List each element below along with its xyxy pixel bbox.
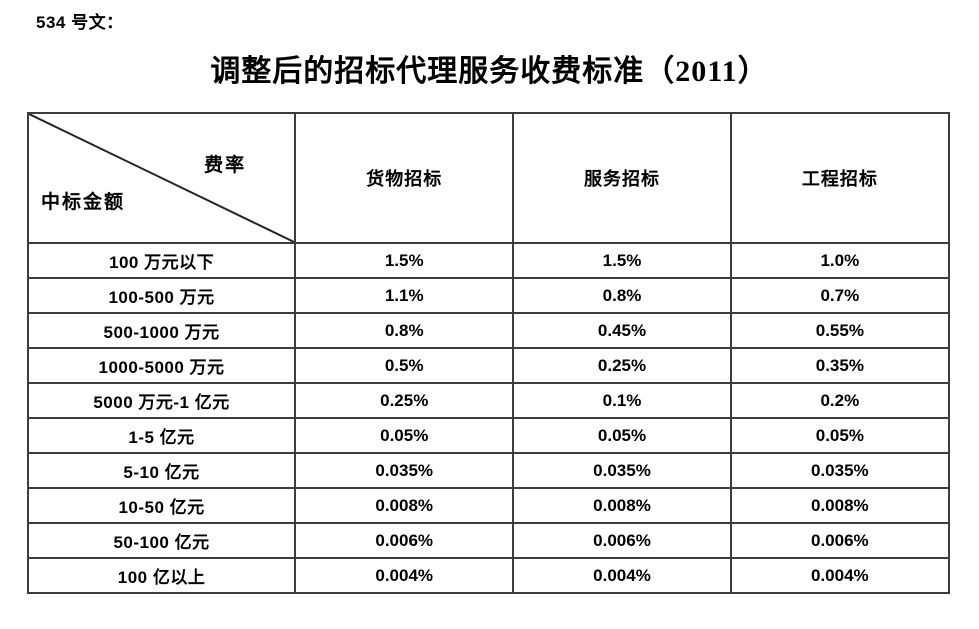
amount-cell: 5-10 亿元 <box>26 452 297 489</box>
column-header-engineering: 工程招标 <box>729 112 951 244</box>
diagonal-divider-line <box>29 114 294 242</box>
table-row: 5-10 亿元 0.035% 0.035% 0.035% <box>26 452 951 489</box>
table-row: 5000 万元-1 亿元 0.25% 0.1% 0.2% <box>26 382 951 419</box>
rate-cell: 0.035% <box>729 452 951 489</box>
rate-cell: 1.5% <box>512 242 732 279</box>
corner-label-rate: 费率 <box>204 155 247 176</box>
rate-cell: 0.008% <box>512 487 732 524</box>
rate-cell: 0.25% <box>512 347 732 384</box>
rate-cell: 0.2% <box>729 382 951 419</box>
rate-cell: 0.7% <box>729 277 951 314</box>
table-row: 500-1000 万元 0.8% 0.45% 0.55% <box>26 312 951 349</box>
amount-cell: 1000-5000 万元 <box>26 347 297 384</box>
rate-cell: 1.1% <box>294 277 515 314</box>
rate-cell: 0.55% <box>729 312 951 349</box>
rate-cell: 0.8% <box>294 312 515 349</box>
amount-cell: 5000 万元-1 亿元 <box>26 382 297 419</box>
rate-cell: 0.35% <box>729 347 951 384</box>
amount-cell: 10-50 亿元 <box>26 487 297 524</box>
corner-header-cell: 费率 中标金额 <box>26 112 297 244</box>
header-row: 费率 中标金额 货物招标 服务招标 工程招标 <box>26 112 951 244</box>
amount-cell: 1-5 亿元 <box>26 417 297 454</box>
rate-cell: 0.5% <box>294 347 515 384</box>
rate-cell: 0.05% <box>294 417 515 454</box>
table-row: 10-50 亿元 0.008% 0.008% 0.008% <box>26 487 951 524</box>
table-row: 100 万元以下 1.5% 1.5% 1.0% <box>26 242 951 279</box>
column-header-service: 服务招标 <box>512 112 732 244</box>
column-header-goods: 货物招标 <box>294 112 515 244</box>
rate-cell: 0.006% <box>294 522 515 559</box>
doc-number-label: 534 号文： <box>36 13 124 32</box>
rate-cell: 1.0% <box>729 242 951 279</box>
rate-cell: 0.004% <box>729 557 951 594</box>
table-row: 1-5 亿元 0.05% 0.05% 0.05% <box>26 417 951 454</box>
rate-cell: 0.25% <box>294 382 515 419</box>
table-row: 100 亿以上 0.004% 0.004% 0.004% <box>26 557 951 594</box>
rate-cell: 0.008% <box>294 487 515 524</box>
rate-cell: 0.004% <box>294 557 515 594</box>
amount-cell: 50-100 亿元 <box>26 522 297 559</box>
rate-cell: 0.006% <box>512 522 732 559</box>
rate-cell: 1.5% <box>294 242 515 279</box>
rate-cell: 0.035% <box>294 452 515 489</box>
fee-rate-table: 费率 中标金额 货物招标 服务招标 工程招标 100 万元以下 1.5% 1.5… <box>26 112 951 594</box>
rate-cell: 0.05% <box>512 417 732 454</box>
amount-cell: 100 万元以下 <box>26 242 297 279</box>
rate-cell: 0.45% <box>512 312 732 349</box>
rate-cell: 0.035% <box>512 452 732 489</box>
amount-cell: 100-500 万元 <box>26 277 297 314</box>
rate-cell: 0.006% <box>729 522 951 559</box>
amount-cell: 100 亿以上 <box>26 557 297 594</box>
amount-cell: 500-1000 万元 <box>26 312 297 349</box>
rate-cell: 0.8% <box>512 277 732 314</box>
table-row: 50-100 亿元 0.006% 0.006% 0.006% <box>26 522 951 559</box>
rate-cell: 0.008% <box>729 487 951 524</box>
table-row: 1000-5000 万元 0.5% 0.25% 0.35% <box>26 347 951 384</box>
page-title: 调整后的招标代理服务收费标准（2011） <box>210 55 769 88</box>
table-row: 100-500 万元 1.1% 0.8% 0.7% <box>26 277 951 314</box>
rate-cell: 0.1% <box>512 382 732 419</box>
corner-label-amount: 中标金额 <box>41 192 126 213</box>
rate-cell: 0.05% <box>729 417 951 454</box>
rate-cell: 0.004% <box>512 557 732 594</box>
